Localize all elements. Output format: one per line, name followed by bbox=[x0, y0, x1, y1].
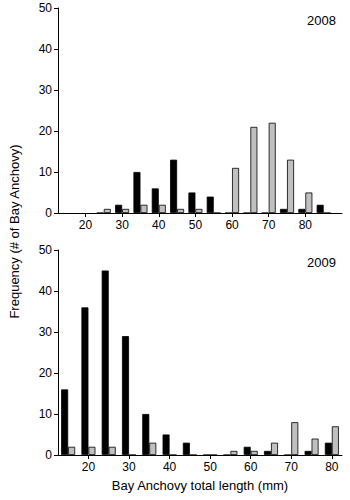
svg-text:30: 30 bbox=[39, 83, 53, 97]
svg-text:20: 20 bbox=[39, 366, 53, 380]
svg-text:Frequency (# of Bay Anchovy): Frequency (# of Bay Anchovy) bbox=[7, 144, 22, 318]
svg-text:40: 40 bbox=[163, 460, 177, 474]
svg-text:20: 20 bbox=[79, 218, 93, 232]
svg-text:50: 50 bbox=[39, 243, 53, 257]
svg-text:50: 50 bbox=[189, 218, 203, 232]
svg-text:Bay Anchovy total length (mm): Bay Anchovy total length (mm) bbox=[112, 478, 288, 493]
svg-text:20: 20 bbox=[39, 124, 53, 138]
svg-text:30: 30 bbox=[39, 325, 53, 339]
svg-text:80: 80 bbox=[299, 218, 313, 232]
svg-text:2008: 2008 bbox=[307, 13, 336, 28]
svg-text:30: 30 bbox=[115, 218, 129, 232]
svg-text:2009: 2009 bbox=[307, 255, 336, 270]
svg-text:50: 50 bbox=[39, 1, 53, 15]
svg-text:10: 10 bbox=[39, 407, 53, 421]
svg-text:80: 80 bbox=[325, 460, 339, 474]
svg-text:0: 0 bbox=[45, 448, 52, 462]
svg-text:30: 30 bbox=[122, 460, 136, 474]
svg-text:10: 10 bbox=[39, 165, 53, 179]
svg-text:60: 60 bbox=[244, 460, 258, 474]
svg-text:0: 0 bbox=[45, 206, 52, 220]
svg-text:60: 60 bbox=[225, 218, 239, 232]
svg-text:40: 40 bbox=[39, 42, 53, 56]
svg-text:40: 40 bbox=[39, 284, 53, 298]
svg-text:20: 20 bbox=[82, 460, 96, 474]
svg-text:40: 40 bbox=[152, 218, 166, 232]
svg-text:50: 50 bbox=[203, 460, 217, 474]
svg-text:70: 70 bbox=[285, 460, 299, 474]
svg-text:70: 70 bbox=[262, 218, 276, 232]
